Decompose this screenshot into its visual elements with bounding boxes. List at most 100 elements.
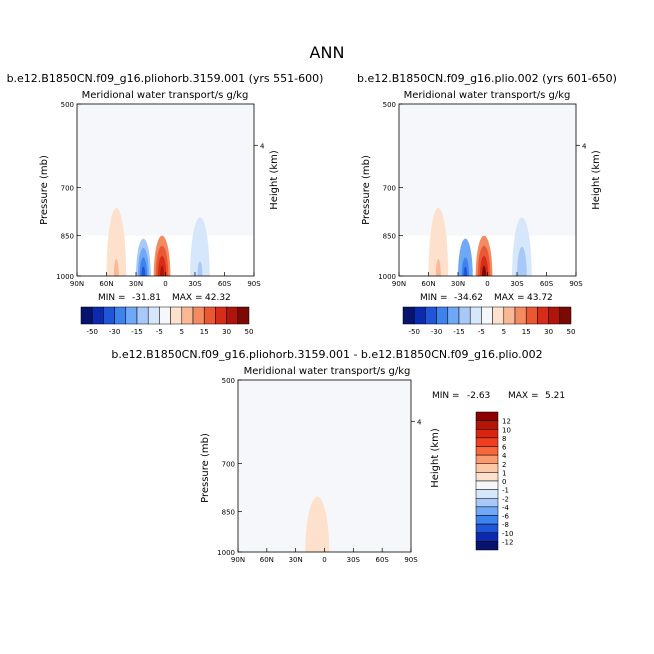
panel-1-ylabel-right: Height (km) <box>269 150 280 210</box>
colorbar-label: -10 <box>502 530 513 538</box>
colorbar-swatch <box>91 306 104 325</box>
y-tick-label: 1000 <box>217 549 235 557</box>
x-tick-label: 60S <box>218 280 232 288</box>
panel-3-max-label: MAX = <box>508 391 539 401</box>
y-right-tick-label: 4 <box>260 142 265 150</box>
colorbar-swatch <box>475 506 499 516</box>
field-region <box>487 104 576 236</box>
x-tick-label: 0 <box>322 556 326 564</box>
colorbar-label: 4 <box>502 452 507 460</box>
colorbar-label: -2 <box>502 495 509 503</box>
x-tick-label: 60S <box>375 556 389 564</box>
x-tick-label: 30N <box>129 280 143 288</box>
colorbar-swatch <box>136 306 149 325</box>
colorbar-swatch <box>475 532 499 542</box>
colorbar-swatch <box>215 306 227 325</box>
y-tick-label: 700 <box>61 184 74 192</box>
field-contour <box>481 265 487 276</box>
colorbar-swatch <box>475 429 499 439</box>
colorbar-swatch <box>147 306 160 325</box>
colorbar-label: -12 <box>502 538 513 546</box>
y-tick-label: 700 <box>383 184 396 192</box>
x-tick-label: 90S <box>569 280 583 288</box>
colorbar-swatch <box>425 306 437 325</box>
panel-2: b.e12.B1850CN.f09_g16.plio.002 (yrs 601-… <box>357 72 617 336</box>
figure-title: ANN <box>310 43 345 62</box>
x-tick-label: 30N <box>289 556 303 564</box>
colorbar-swatch <box>475 446 499 456</box>
panel-1-colorbar: -50 -30 -15 -5 5 15 30 50 <box>80 306 254 336</box>
colorbar-swatch <box>548 306 561 325</box>
y-tick-label: 500 <box>383 101 396 109</box>
y-tick-label: 850 <box>61 233 74 241</box>
colorbar-swatch <box>503 306 516 325</box>
y-tick-label: 1000 <box>56 273 74 281</box>
colorbar-swatch <box>475 472 499 482</box>
colorbar-swatch <box>475 463 499 473</box>
colorbar-label: 5 <box>502 328 506 336</box>
colorbar-swatch <box>475 489 499 499</box>
colorbar-swatch <box>559 306 572 325</box>
colorbar-swatch <box>170 306 183 325</box>
colorbar-label: 0 <box>502 478 506 486</box>
panel-2-plot-area: 90N 60N 30N 0 30S 60S 90S 500 700 850 1000 4 <box>378 101 587 288</box>
colorbar-swatch <box>469 306 482 325</box>
colorbar-label: -50 <box>86 328 97 336</box>
panel-2-field <box>399 104 576 276</box>
panel-2-ylabel: Pressure (mb) <box>361 155 372 225</box>
panel-3-field <box>238 380 411 552</box>
panel-1-min-label: MIN = <box>98 293 126 303</box>
panel-2-min-value: -34.62 <box>454 293 483 303</box>
colorbar-label: 1 <box>502 469 506 477</box>
field-contour <box>113 258 119 276</box>
colorbar-swatch <box>475 411 499 421</box>
colorbar-label: -30 <box>109 328 120 336</box>
colorbar-label: 12 <box>502 418 511 426</box>
colorbar-label: 30 <box>222 328 231 336</box>
colorbar-swatch <box>192 306 205 325</box>
colorbar-swatch <box>402 306 415 325</box>
panel-3-subtitle: Meridional water transport/s g/kg <box>244 366 411 377</box>
panel-1-field <box>77 104 254 276</box>
y-tick-label: 1000 <box>378 273 396 281</box>
x-tick-label: 90N <box>392 280 406 288</box>
colorbar-swatch <box>475 498 499 508</box>
colorbar-label: -5 <box>156 328 163 336</box>
colorbar-label: -4 <box>502 504 510 512</box>
y-tick-label: 500 <box>61 101 74 109</box>
colorbar-swatch <box>436 306 449 325</box>
panel-3-min-value: -2.63 <box>467 391 490 401</box>
colorbar-swatch <box>537 306 549 325</box>
colorbar-label: 50 <box>567 328 576 336</box>
field-contour <box>463 266 468 276</box>
field-contour <box>197 261 203 276</box>
panel-1-max-value: 42.32 <box>205 293 231 303</box>
panel-3-min-label: MIN = <box>432 391 460 401</box>
colorbar-swatch <box>114 306 127 325</box>
colorbar-label: 50 <box>245 328 254 336</box>
panel-3-ylabel-right: Height (km) <box>430 428 441 488</box>
x-tick-label: 60N <box>421 280 435 288</box>
colorbar-swatch <box>203 306 216 325</box>
colorbar-label: 6 <box>502 444 507 452</box>
x-tick-label: 0 <box>485 280 489 288</box>
panel-1-ylabel: Pressure (mb) <box>39 155 50 225</box>
colorbar-swatch <box>413 306 426 325</box>
colorbar-label: -30 <box>431 328 442 336</box>
panel-1-title: b.e12.B1850CN.f09_g16.pliohorb.3159.001 … <box>7 72 324 85</box>
y-tick-label: 850 <box>222 509 235 517</box>
panel-1-max-label: MAX = <box>172 293 203 303</box>
colorbar-swatch <box>181 306 194 325</box>
field-contour <box>159 265 165 276</box>
x-tick-label: 90N <box>70 280 84 288</box>
x-tick-label: 30S <box>347 556 361 564</box>
x-tick-label: 60S <box>540 280 554 288</box>
field-contour <box>519 261 525 276</box>
colorbar-label: 2 <box>502 461 506 469</box>
panel-2-min-label: MIN = <box>420 293 448 303</box>
x-tick-label: 30N <box>451 280 465 288</box>
colorbar-swatch <box>125 306 138 325</box>
panel-2-colorbar: -50 -30 -15 -5 5 15 30 50 <box>402 306 576 336</box>
colorbar-swatch <box>475 541 499 551</box>
panel-3-ylabel: Pressure (mb) <box>200 433 211 503</box>
